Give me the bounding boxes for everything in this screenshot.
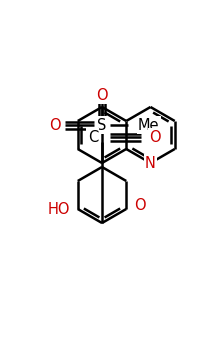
Text: C: C [88, 130, 98, 144]
Text: O: O [49, 118, 61, 132]
Text: O: O [96, 87, 108, 103]
Text: Me: Me [138, 118, 160, 132]
Text: HO: HO [47, 201, 70, 216]
Text: O: O [149, 130, 161, 144]
Text: N: N [145, 155, 156, 170]
Text: O: O [134, 198, 146, 213]
Text: S: S [97, 118, 107, 132]
